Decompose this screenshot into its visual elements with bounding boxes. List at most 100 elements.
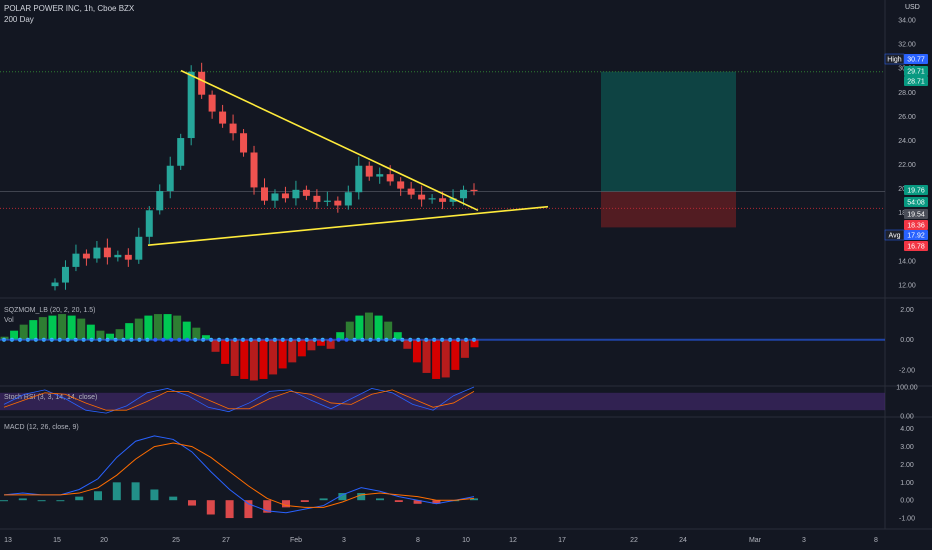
candle-body	[198, 71, 206, 95]
sqz-bar	[317, 339, 326, 346]
time-tick-label: Feb	[290, 537, 302, 544]
price-tick-label: 14.00	[898, 258, 916, 265]
candle-body	[302, 189, 310, 196]
macd-tick-label: -1.00	[899, 516, 915, 523]
time-tick-label: 13	[4, 537, 12, 544]
candle-body	[365, 165, 373, 177]
time-tick-label: Mar	[749, 537, 762, 544]
trendline-upper	[180, 69, 479, 212]
stoch-title: Stoch RSI (3, 3, 14, 14, close)	[4, 394, 97, 401]
stoch-tick-label: 100.00	[896, 385, 918, 392]
stoch-tick-label: 0.00	[900, 414, 914, 421]
macd-histogram-bar	[282, 500, 290, 508]
sqz-bar	[470, 339, 479, 348]
candle-body	[177, 138, 185, 166]
time-tick-label: 27	[222, 537, 230, 544]
candle-body	[407, 188, 415, 195]
sqz-bar	[403, 339, 412, 349]
candle-body	[281, 193, 289, 199]
sqz-bar	[211, 339, 220, 352]
time-tick-label: 3	[802, 537, 806, 544]
macd-histogram-bar	[169, 496, 178, 501]
sqz-bar	[106, 333, 115, 340]
price-tag-box	[904, 230, 928, 240]
price-tag-value: 54:08	[907, 200, 925, 207]
candle-body	[82, 253, 90, 259]
candle-body	[240, 133, 248, 153]
sqz-bar	[451, 339, 460, 370]
candle-body	[428, 198, 436, 200]
candle-body	[208, 94, 216, 112]
sqz-bar	[374, 315, 383, 340]
sqz-bar	[10, 330, 19, 340]
sqz-bar	[345, 321, 354, 340]
time-tick-label: 8	[874, 537, 878, 544]
price-tag-value: 16.78	[907, 244, 925, 251]
sqz-title: SQZMOM_LB (20, 2, 20, 1.5)	[4, 307, 95, 314]
price-tag-box	[904, 66, 928, 76]
candle-body	[187, 71, 195, 139]
macd-tick-label: 1.00	[900, 480, 914, 487]
macd-histogram-bar	[319, 498, 328, 501]
sqz-bar	[29, 320, 38, 340]
target-zone	[601, 71, 736, 192]
macd-line-signal	[4, 442, 475, 508]
sqz-bar	[221, 339, 230, 364]
macd-histogram-bar	[357, 493, 366, 501]
sqz-bar	[249, 339, 258, 381]
price-tick-label: 24.00	[898, 138, 916, 145]
macd-histogram-bar	[470, 498, 478, 501]
sqz-bar	[297, 339, 306, 357]
price-tag-box	[904, 76, 928, 86]
candle-body	[460, 189, 468, 199]
sqz-bar	[173, 315, 182, 340]
time-tick-label: 22	[630, 537, 638, 544]
candle-body	[449, 198, 457, 202]
time-tick-label: 3	[342, 537, 346, 544]
macd-histogram-bar	[18, 498, 27, 501]
candle-body	[397, 181, 405, 189]
sqz-bar	[432, 339, 441, 379]
candle-body	[250, 152, 258, 188]
sqz-bar	[134, 318, 143, 340]
sqz-bar	[384, 321, 393, 340]
price-tag-box	[904, 241, 928, 251]
price-tag-value: 30.77	[907, 57, 925, 64]
sqz-bar	[163, 314, 172, 340]
symbol-title: POLAR POWER INC, 1h, Cboe BZX	[4, 4, 135, 13]
price-tick-label: 34.00	[898, 18, 916, 25]
macd-histogram-bar	[263, 500, 272, 513]
sqz-bar	[460, 339, 469, 358]
candle-body	[114, 254, 122, 258]
candle-body	[219, 111, 227, 124]
candle-body	[344, 192, 352, 206]
sqz-bar	[441, 339, 450, 378]
price-tick-label: 28.00	[898, 90, 916, 97]
candle-body	[93, 247, 101, 259]
macd-histogram-bar	[206, 500, 215, 515]
stop-zone	[601, 191, 736, 228]
candle-body	[61, 266, 69, 283]
price-tag-value: 19.54	[907, 212, 925, 219]
time-tick-label: 20	[100, 537, 108, 544]
trendline-lower	[147, 205, 549, 247]
price-tag-value: 17.92	[907, 233, 925, 240]
currency-label: USD	[905, 4, 920, 11]
price-tick-label: 12.00	[898, 282, 916, 289]
candle-body	[334, 200, 342, 206]
sqz-bar	[153, 314, 162, 340]
sqz-legend-vol: Vol	[4, 317, 14, 324]
candle-body	[72, 253, 80, 267]
candle-body	[135, 236, 143, 260]
candle-body	[376, 174, 384, 177]
price-tag-box	[904, 220, 928, 230]
macd-tick-label: 0.00	[900, 498, 914, 505]
macd-histogram-bar	[394, 500, 403, 502]
sqz-bar	[115, 329, 124, 340]
macd-tick-label: 3.00	[900, 444, 914, 451]
candle-body	[124, 254, 132, 260]
price-tag-value: 19.76	[907, 188, 925, 195]
sqz-bar	[67, 315, 76, 340]
sqz-bar	[19, 324, 28, 340]
